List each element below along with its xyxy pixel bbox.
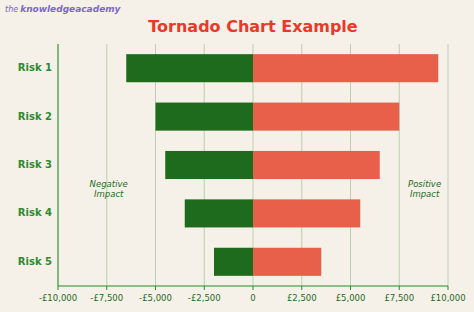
bars <box>126 54 438 276</box>
title: Tornado Chart Example <box>148 17 358 36</box>
background <box>0 0 474 312</box>
tick-mark <box>253 286 254 290</box>
category-label: Risk 3 <box>18 159 52 170</box>
category-label: Risk 2 <box>18 111 52 122</box>
bar <box>253 199 360 227</box>
x-axis: -£10,000 -£7,500 -£5,000 -£2,500 0 £2,500 £5,0… <box>39 286 466 303</box>
category-label: Risk 5 <box>18 256 52 267</box>
tick-mark <box>155 286 156 290</box>
tick-mark <box>399 286 400 290</box>
tick-label: £7,500 <box>384 293 414 303</box>
tick-label: -£5,000 <box>139 293 172 303</box>
bar <box>156 103 254 131</box>
logo-prefix: the <box>5 5 18 14</box>
bar <box>253 103 399 131</box>
tick-mark <box>301 286 302 290</box>
bar <box>185 199 253 227</box>
tick-mark <box>106 286 107 290</box>
grid-line <box>58 44 59 286</box>
tick-mark <box>204 286 205 290</box>
bar <box>253 54 438 82</box>
tick-label: -£10,000 <box>39 293 77 303</box>
tick-label: £5,000 <box>336 293 366 303</box>
tick-label: £10,000 <box>430 293 465 303</box>
tick-label: £2,500 <box>287 293 317 303</box>
category-label: Risk 4 <box>18 207 52 218</box>
bar <box>165 151 253 179</box>
logo-main: knowledgeacademy <box>20 4 121 14</box>
tick-mark <box>448 286 449 290</box>
grid <box>58 44 448 286</box>
negative-label: NegativeImpact <box>90 179 128 199</box>
tick-mark <box>58 286 59 290</box>
grid-line <box>448 44 449 286</box>
tick-label: -£2,500 <box>188 293 221 303</box>
y-axis: Risk 1 Risk 2 Risk 3 Risk 4 Risk 5 <box>18 62 52 267</box>
bar <box>214 248 253 276</box>
positive-label: PositiveImpact <box>408 179 441 199</box>
x-axis-line <box>58 286 448 287</box>
bar <box>126 54 253 82</box>
bar <box>253 151 380 179</box>
tick-mark <box>350 286 351 290</box>
tick-label: 0 <box>250 293 255 303</box>
bar <box>253 248 321 276</box>
category-label: Risk 1 <box>18 62 52 73</box>
y-axis-line <box>58 44 59 286</box>
grid-line <box>106 44 107 286</box>
tick-label: -£7,500 <box>90 293 123 303</box>
